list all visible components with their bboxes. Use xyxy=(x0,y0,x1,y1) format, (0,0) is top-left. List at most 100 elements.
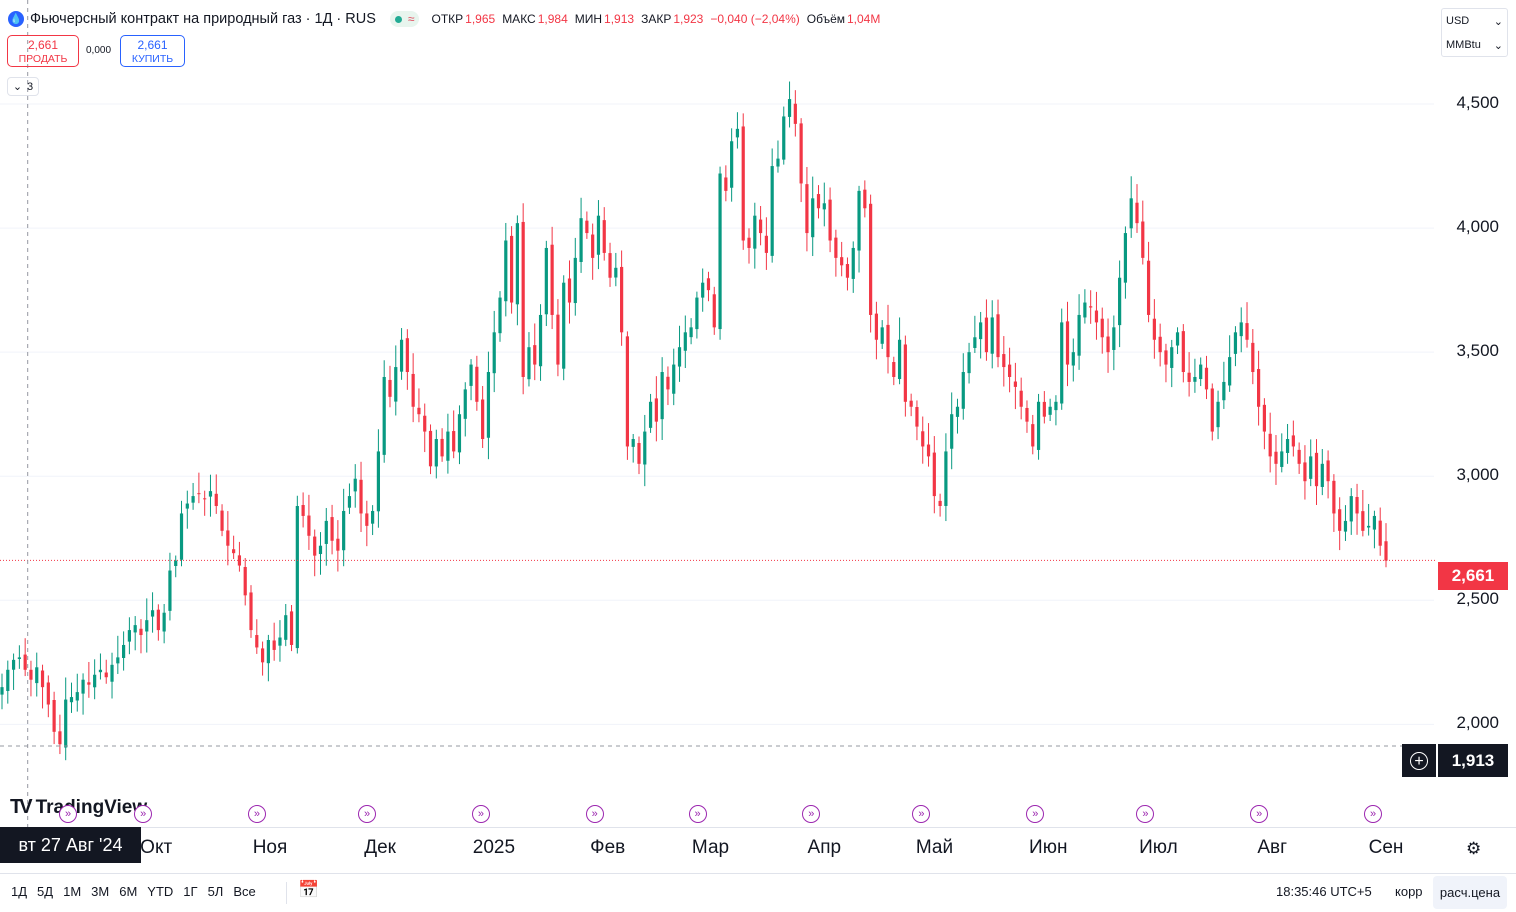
symbol-title[interactable]: Фьючерсный контракт на природный газ · 1… xyxy=(30,11,376,27)
candle-body xyxy=(1175,332,1180,346)
candle-body xyxy=(625,336,630,447)
candle-body xyxy=(1367,525,1371,528)
chart-settings-icon[interactable]: ⚙ xyxy=(1466,839,1482,858)
economic-event-icon[interactable]: » xyxy=(134,805,153,823)
candle-body xyxy=(185,503,189,509)
time-tick-label: Сен xyxy=(1368,837,1404,858)
candle-body xyxy=(179,513,184,560)
candle-body xyxy=(336,538,340,551)
settlement-price-button[interactable]: расч.цена xyxy=(1433,876,1507,909)
economic-event-icon[interactable]: » xyxy=(471,805,490,823)
candle-body xyxy=(1060,322,1064,404)
candle-body xyxy=(469,364,473,386)
candle-body xyxy=(892,362,896,377)
candle-body xyxy=(481,399,485,440)
candle-body xyxy=(1216,401,1220,428)
candle-body xyxy=(1193,376,1197,382)
candle-body xyxy=(382,376,386,455)
currency-select[interactable]: USD ⌄ xyxy=(1442,9,1507,33)
candle-body xyxy=(6,669,10,691)
candle-body xyxy=(938,500,942,507)
clock[interactable]: 18:35:46 UTC+5 xyxy=(1276,884,1372,899)
candle-body xyxy=(87,682,91,685)
candle-body xyxy=(1164,350,1168,365)
candle-body xyxy=(313,536,317,556)
candle-body xyxy=(35,667,39,684)
candle-body xyxy=(1280,451,1284,467)
economic-event-icon[interactable]: » xyxy=(688,805,707,823)
economic-event-icon[interactable]: » xyxy=(247,805,266,823)
market-status-badge[interactable]: ≈ xyxy=(389,11,420,27)
candle-body xyxy=(764,235,768,253)
candle-body xyxy=(602,220,606,253)
indicators-toggle-button[interactable]: ⌄ 3 xyxy=(7,77,39,96)
add-alert-button[interactable]: + xyxy=(1402,744,1436,777)
economic-event-icon[interactable]: » xyxy=(802,805,821,823)
range-button[interactable]: Все xyxy=(233,884,256,899)
candle-body xyxy=(776,158,780,167)
ohlc-values: ОТКР 1,965 МАКС 1,984 МИН 1,913 ЗАКР 1,923 −0,04… xyxy=(431,12,885,26)
economic-event-icon[interactable]: » xyxy=(585,805,604,823)
candle-body xyxy=(46,682,50,705)
economic-event-icon[interactable]: » xyxy=(1136,805,1155,823)
candle-body xyxy=(266,640,270,664)
plus-icon: + xyxy=(1410,751,1428,770)
candle-body xyxy=(509,235,514,303)
candle-body xyxy=(191,496,195,503)
adjust-button[interactable]: корр xyxy=(1395,884,1423,899)
date-range-buttons: 1Д 5Д 1М 3М 6М YTD 1Г 5Л Все xyxy=(6,884,261,899)
economic-event-icon[interactable]: » xyxy=(1026,805,1045,823)
candle-body xyxy=(834,237,838,258)
range-button[interactable]: 3М xyxy=(91,884,110,899)
candle-body xyxy=(614,267,618,278)
economic-event-icon[interactable]: » xyxy=(912,805,931,823)
candle-body xyxy=(1054,401,1058,411)
candle-body xyxy=(1384,541,1388,561)
candle-body xyxy=(423,415,427,432)
candle-body xyxy=(880,327,884,344)
candle-body xyxy=(701,282,705,298)
range-button[interactable]: 5Л xyxy=(207,884,224,899)
candle-body xyxy=(64,699,68,748)
candle-body xyxy=(284,615,288,640)
candle-body xyxy=(596,215,601,255)
candle-body xyxy=(1181,331,1185,373)
range-button[interactable]: YTD xyxy=(147,884,174,899)
sell-button[interactable]: 2,661 ПРОДАТЬ xyxy=(7,35,79,67)
candle-body xyxy=(243,566,247,596)
range-button[interactable]: 1Д xyxy=(11,884,28,899)
candle-body xyxy=(232,549,236,554)
candle-body xyxy=(81,679,85,694)
candle-body xyxy=(197,493,201,495)
candle-body xyxy=(1106,336,1110,353)
candle-body xyxy=(1187,372,1191,382)
candle-body xyxy=(1071,352,1075,366)
candle-body xyxy=(735,128,740,138)
economic-event-icon[interactable]: » xyxy=(358,805,377,823)
buy-button[interactable]: 2,661 КУПИТЬ xyxy=(120,35,185,67)
unit-select[interactable]: MMBtu ⌄ xyxy=(1442,33,1507,57)
candle-body xyxy=(1268,433,1272,457)
range-button[interactable]: 6М xyxy=(119,884,138,899)
delayed-data-icon: ≈ xyxy=(407,12,415,26)
candle-body xyxy=(1251,342,1255,373)
candle-body xyxy=(973,337,977,348)
chevron-down-icon: ⌄ xyxy=(1493,39,1503,52)
tradingview-logo[interactable]: TV TradingView xyxy=(10,796,147,819)
candle-body xyxy=(996,314,1000,358)
range-button[interactable]: 5Д xyxy=(37,884,54,899)
candle-body xyxy=(272,640,276,650)
calendar-icon[interactable]: 📅 xyxy=(298,880,320,899)
candle-body xyxy=(967,352,971,374)
candle-body xyxy=(747,237,751,248)
economic-event-icon[interactable]: » xyxy=(1250,805,1269,823)
candle-body xyxy=(69,697,74,703)
range-button[interactable]: 1Г xyxy=(183,884,198,899)
economic-event-icon[interactable]: » xyxy=(59,805,77,823)
economic-event-icon[interactable]: » xyxy=(1364,805,1382,823)
candle-body xyxy=(1100,318,1104,338)
range-button[interactable]: 1М xyxy=(63,884,82,899)
bottom-toolbar: 1Д 5Д 1М 3М 6М YTD 1Г 5Л Все 📅 18:35:46 UTC+5 ко… xyxy=(0,873,1516,912)
candle-body xyxy=(428,430,433,467)
